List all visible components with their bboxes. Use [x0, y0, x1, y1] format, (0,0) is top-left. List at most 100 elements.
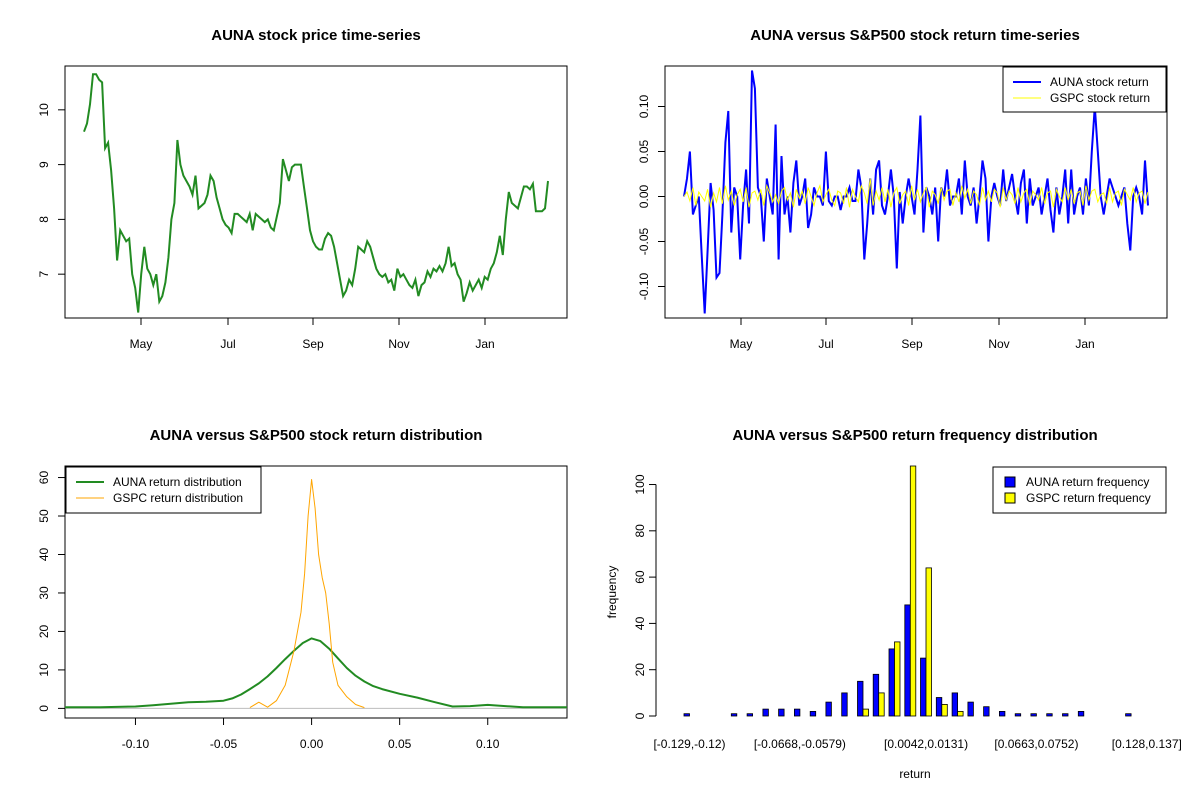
legend-label-gspc-distribution: GSPC return distribution [113, 491, 243, 505]
x-tick-label: -0.10 [122, 737, 150, 751]
x-tick-label: Jan [1075, 337, 1094, 351]
bar-auna-frequency [1014, 713, 1022, 717]
panel-frequency-distribution: AUNA versus S&P500 return frequency dist… [605, 427, 1182, 781]
panel-4-axes: 0 20 40 60 80 100 [-0.129,-0.12) [-0.0668,-0.05… [633, 474, 1182, 751]
x-tick-label: -0.05 [210, 737, 238, 751]
panel-3-legend-box [65, 466, 262, 514]
x-tick-label: Sep [901, 337, 923, 351]
panel-2-series [683, 70, 1149, 314]
x-tick-label: Nov [388, 337, 409, 351]
bar-auna-frequency [809, 711, 817, 717]
legend-label-auna-return: AUNA stock return [1050, 75, 1149, 89]
y-tick-label: 0 [633, 712, 647, 719]
panel-4-bars [683, 465, 1132, 717]
series-line-price [83, 73, 549, 313]
panel-2-axes: May Jul Sep Nov Jan -0.10 -0.05 0.00 0.05 0.10 [637, 94, 1095, 351]
bar-auna-frequency [1125, 713, 1132, 717]
y-tick-label: 10 [37, 103, 51, 117]
panel-4-y-axis-label: frequency [605, 566, 619, 619]
panel-return-distribution: AUNA versus S&P500 stock return distribu… [37, 427, 568, 751]
y-tick-label: 20 [633, 663, 647, 677]
density-line-auna-return-distribution [65, 637, 567, 709]
bar-auna-frequency [794, 708, 801, 717]
panel-2-legend-box [1002, 66, 1167, 113]
y-tick-label: 100 [633, 474, 647, 494]
bar-auna-frequency [1077, 711, 1085, 717]
category-tick-label: [0.0663,0.0752) [994, 737, 1078, 751]
x-tick-label: Jan [475, 337, 494, 351]
y-tick-label: 60 [633, 570, 647, 584]
panel-2-legend: AUNA stock return GSPC stock return [1002, 66, 1167, 113]
panel-3-plot-frame [64, 465, 568, 719]
panel-1-series [83, 73, 549, 313]
x-tick-label: 0.05 [388, 737, 412, 751]
y-tick-label: 10 [37, 663, 51, 677]
category-tick-label: [0.128,0.137] [1112, 737, 1182, 751]
density-line-gspc-return-distribution [249, 479, 365, 709]
panel-3-series [65, 479, 567, 709]
panel-2-plot-frame [664, 65, 1168, 319]
bar-auna-frequency [1030, 713, 1037, 717]
y-tick-label: 40 [633, 616, 647, 630]
x-tick-label: May [730, 337, 753, 351]
x-tick-label: Jul [220, 337, 235, 351]
x-tick-label: Sep [302, 337, 324, 351]
y-tick-label: 0.00 [637, 184, 651, 208]
y-tick-label: 20 [37, 624, 51, 638]
bar-auna-frequency [920, 657, 927, 717]
y-tick-label: 50 [37, 509, 51, 523]
y-tick-label: 60 [37, 471, 51, 485]
bar-auna-frequency [904, 604, 911, 717]
bar-auna-frequency [967, 701, 974, 717]
bar-gspc-frequency [925, 567, 932, 717]
x-tick-label: May [130, 337, 153, 351]
bar-auna-frequency [951, 692, 958, 717]
y-tick-label: -0.10 [637, 273, 651, 301]
y-tick-label: 0.10 [637, 94, 651, 118]
y-tick-label: 8 [37, 216, 51, 223]
bar-auna-frequency [888, 648, 895, 717]
legend-swatch-gspc-frequency [1004, 492, 1016, 504]
panel-4-title: AUNA versus S&P500 return frequency dist… [732, 427, 1097, 444]
bar-gspc-frequency [862, 708, 869, 717]
bar-auna-frequency [730, 713, 738, 717]
panel-4-legend-box [992, 466, 1167, 514]
series-line-auna-stock-return [683, 70, 1149, 314]
x-tick-label: Jul [818, 337, 833, 351]
y-tick-label: 0.05 [637, 139, 651, 163]
category-tick-label: [-0.129,-0.12) [653, 737, 725, 751]
bar-auna-frequency [825, 701, 832, 717]
y-tick-label: 7 [37, 271, 51, 278]
bar-auna-frequency [983, 706, 990, 717]
bar-auna-frequency [935, 697, 943, 717]
panel-4-legend: AUNA return frequency GSPC return freque… [992, 466, 1167, 514]
bar-gspc-frequency [941, 704, 948, 717]
bar-auna-frequency [872, 673, 880, 717]
y-tick-label: 40 [37, 547, 51, 561]
panel-3-title: AUNA versus S&P500 stock return distribu… [150, 427, 483, 444]
x-tick-label: Nov [988, 337, 1009, 351]
y-tick-label: -0.05 [637, 228, 651, 256]
y-tick-label: 9 [37, 161, 51, 168]
panel-1-axes: May Jul Sep Nov Jan 7 8 9 10 [37, 103, 495, 351]
bar-auna-frequency [841, 692, 848, 717]
panel-2-title: AUNA versus S&P500 stock return time-ser… [750, 27, 1080, 44]
bar-auna-frequency [1062, 713, 1069, 717]
bar-gspc-frequency [878, 692, 885, 717]
bar-auna-frequency [999, 711, 1006, 717]
panel-return-timeseries: AUNA versus S&P500 stock return time-ser… [637, 27, 1168, 351]
y-tick-label: 30 [37, 586, 51, 600]
legend-label-gspc-frequency: GSPC return frequency [1026, 491, 1151, 505]
series-line-gspc-stock-return [683, 178, 1149, 208]
bar-auna-frequency [762, 708, 769, 717]
bar-auna-frequency [1046, 713, 1053, 717]
panel-price-timeseries: AUNA stock price time-series May Jul Sep No… [37, 27, 568, 351]
x-tick-label: 0.10 [476, 737, 500, 751]
bar-auna-frequency [857, 680, 864, 717]
category-tick-label: [-0.0668,-0.0579) [754, 737, 846, 751]
category-tick-label: [0.0042,0.0131) [884, 737, 968, 751]
bar-gspc-frequency [894, 641, 901, 717]
bar-auna-frequency [778, 708, 785, 717]
panel-3-legend: AUNA return distribution GSPC return dis… [65, 466, 262, 514]
